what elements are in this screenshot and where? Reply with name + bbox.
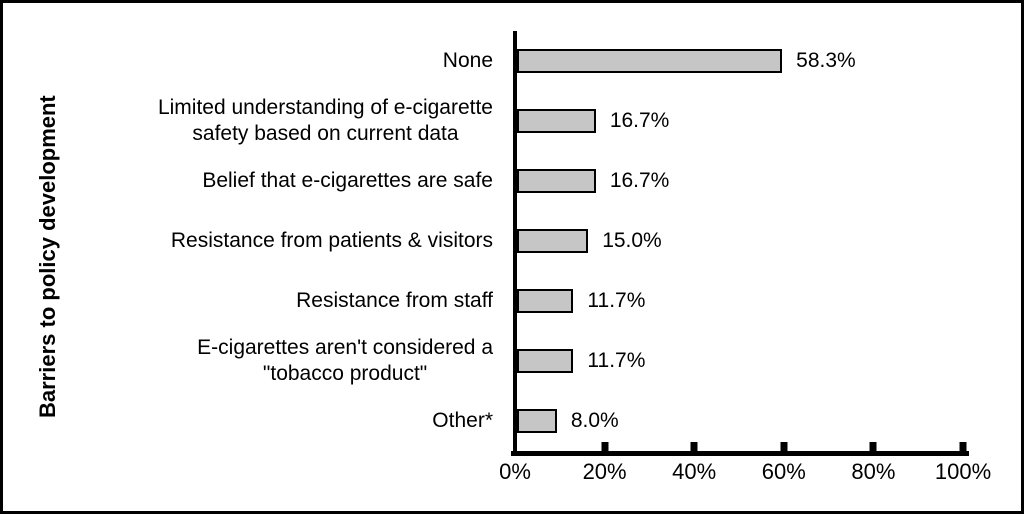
bar-row: 11.7% — [517, 331, 965, 391]
x-axis-tick-label: 0% — [499, 459, 531, 484]
x-axis-tick — [690, 442, 698, 451]
category-row: E-cigarettes aren't considered a "tobacco… — [69, 331, 513, 391]
bar-value-label: 8.0% — [570, 409, 619, 432]
bar-value-label: 15.0% — [602, 229, 662, 252]
category-row: Other* — [69, 391, 513, 451]
category-row: Resistance from staff — [69, 271, 513, 331]
y-axis-title: Barriers to policy development — [35, 95, 60, 419]
category-row: Limited understanding of e-cigarette safe… — [69, 91, 513, 151]
x-axis-tick-label: 100% — [934, 459, 992, 484]
bar-row: 15.0% — [517, 211, 965, 271]
x-axis-tick-label: 40% — [672, 459, 717, 484]
bar-row: 16.7% — [517, 151, 965, 211]
category-label: Resistance from patients & visitors — [170, 229, 493, 252]
x-axis-tick-label: 60% — [761, 459, 806, 484]
bar — [517, 49, 783, 73]
x-axis-tick — [869, 442, 877, 451]
category-label: Belief that e-cigarettes are safe — [202, 169, 493, 192]
x-axis-line — [511, 451, 969, 456]
category-label: Limited understanding of e-cigarette safe… — [157, 96, 493, 145]
bar-row: 8.0% — [517, 391, 965, 451]
bar — [517, 409, 557, 433]
category-labels-column: None Limited understanding of e-cigarette… — [69, 31, 513, 451]
category-row: Resistance from patients & visitors — [69, 211, 513, 271]
bar — [517, 289, 574, 313]
plot-area: 58.3% 16.7% 16.7% 15.0% 11.7% 11.7% 8.0% — [513, 31, 965, 451]
x-axis-tick-label: 80% — [851, 459, 896, 484]
bar-row: 16.7% — [517, 91, 965, 151]
x-axis-tick — [959, 442, 967, 451]
category-row: None — [69, 31, 513, 91]
bar — [517, 229, 589, 253]
bar-value-label: 11.7% — [587, 289, 646, 312]
bar — [517, 349, 574, 373]
category-label: Other* — [432, 409, 493, 432]
bar-row: 58.3% — [517, 31, 965, 91]
category-label: None — [442, 49, 493, 72]
category-label: E-cigarettes aren't considered a "tobacco… — [197, 336, 493, 385]
bar-row: 11.7% — [517, 271, 965, 331]
category-label: Resistance from staff — [296, 289, 493, 312]
x-axis-tick — [601, 442, 609, 451]
x-axis-tick-label: 20% — [582, 459, 627, 484]
bar-value-label: 11.7% — [587, 349, 646, 372]
x-axis-tick-labels: 0% 20% 40% 60% 80% 100% — [3, 459, 1021, 489]
x-axis-tick — [780, 442, 788, 451]
category-row: Belief that e-cigarettes are safe — [69, 151, 513, 211]
bar-value-label: 16.7% — [609, 109, 670, 132]
bar-value-label: 16.7% — [609, 169, 670, 192]
bar — [517, 109, 596, 133]
bar — [517, 169, 596, 193]
bar-value-label: 58.3% — [796, 49, 856, 72]
